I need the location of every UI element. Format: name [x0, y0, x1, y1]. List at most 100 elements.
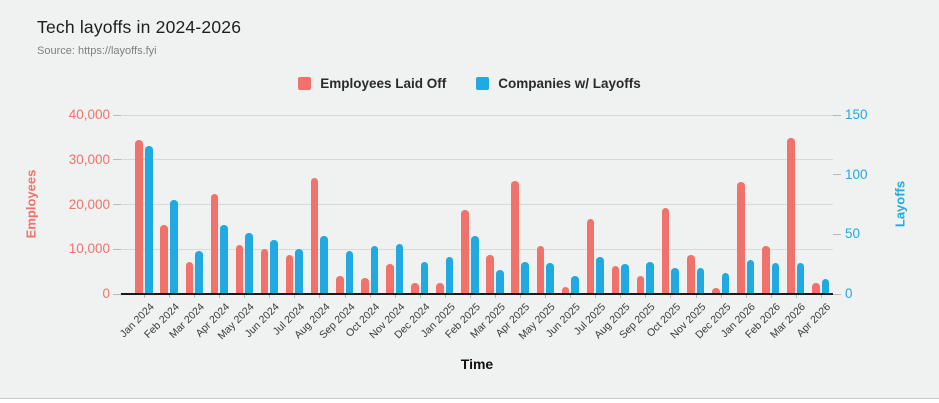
- bar-employees[interactable]: [260, 249, 269, 293]
- bar-companies[interactable]: [571, 276, 579, 293]
- bar-employees[interactable]: [636, 276, 645, 293]
- x-tick: [620, 295, 622, 298]
- bar-employees[interactable]: [762, 245, 770, 293]
- x-tick: [570, 295, 572, 298]
- bar-companies[interactable]: [821, 278, 830, 293]
- bar-employees[interactable]: [586, 218, 595, 293]
- gridline: [121, 114, 833, 116]
- bar-companies[interactable]: [320, 235, 329, 293]
- legend-item-employees[interactable]: Employees Laid Off: [298, 76, 446, 91]
- bar-employees[interactable]: [361, 278, 369, 293]
- bar-companies[interactable]: [445, 257, 454, 293]
- bar-employees[interactable]: [511, 180, 520, 293]
- bar-employees[interactable]: [386, 264, 394, 293]
- legend-swatch-companies-icon: [476, 77, 490, 90]
- bar-companies[interactable]: [145, 146, 153, 293]
- bar-companies[interactable]: [746, 259, 755, 293]
- bar-companies[interactable]: [470, 235, 479, 293]
- x-tick: [469, 295, 471, 298]
- y-tick-label-left: 40,000: [68, 107, 110, 122]
- x-axis-line: [121, 293, 833, 295]
- legend-label-employees: Employees Laid Off: [320, 76, 447, 91]
- x-tick: [820, 295, 822, 298]
- bar-employees[interactable]: [135, 139, 143, 293]
- legend-label-companies: Companies w/ Layoffs: [498, 76, 641, 91]
- bar-companies[interactable]: [395, 244, 404, 293]
- y-tick-label-right: 50: [845, 226, 861, 242]
- bar-companies[interactable]: [295, 248, 303, 293]
- y-tick-left: [113, 248, 121, 250]
- bar-employees[interactable]: [661, 207, 670, 293]
- y-tick-label-left: 0: [102, 286, 110, 301]
- legend-swatch-employees-icon: [298, 77, 312, 90]
- bar-employees[interactable]: [335, 276, 344, 293]
- x-tick: [394, 295, 396, 298]
- bar-employees[interactable]: [411, 282, 419, 293]
- y-axis-title-right: Layoffs: [892, 180, 908, 228]
- bar-companies[interactable]: [345, 251, 354, 293]
- y-tick-label-right: 0: [845, 286, 853, 301]
- bar-companies[interactable]: [170, 199, 178, 293]
- y-tick-label-left: 10,000: [68, 241, 110, 257]
- x-tick: [795, 295, 797, 298]
- x-tick: [319, 295, 321, 298]
- x-axis-title: Time: [460, 356, 494, 372]
- x-tick: [419, 295, 421, 298]
- bar-companies[interactable]: [671, 267, 680, 293]
- bar-companies[interactable]: [420, 261, 429, 293]
- bar-companies[interactable]: [220, 224, 228, 293]
- page-title: Tech layoffs in 2024-2026: [37, 17, 242, 37]
- x-tick: [244, 295, 246, 298]
- bar-employees[interactable]: [787, 138, 795, 293]
- bar-employees[interactable]: [486, 254, 494, 293]
- x-tick: [269, 295, 271, 298]
- bar-employees[interactable]: [461, 210, 469, 293]
- legend-item-companies[interactable]: Companies w/ Layoffs: [476, 76, 641, 91]
- bar-companies[interactable]: [796, 263, 805, 293]
- x-tick: [219, 295, 221, 298]
- bar-employees[interactable]: [210, 194, 219, 293]
- bar-employees[interactable]: [160, 224, 169, 293]
- bar-companies[interactable]: [771, 263, 780, 293]
- x-tick: [770, 295, 772, 298]
- bar-employees[interactable]: [737, 182, 745, 293]
- x-tick: [670, 295, 672, 298]
- bar-companies[interactable]: [596, 257, 604, 293]
- y-tick-label-right: 150: [845, 107, 868, 122]
- x-tick: [645, 295, 647, 298]
- bar-companies[interactable]: [195, 251, 203, 293]
- x-tick: [194, 295, 196, 298]
- bar-companies[interactable]: [245, 233, 253, 293]
- bar-employees[interactable]: [611, 265, 620, 293]
- y-tick-right: [833, 114, 841, 116]
- bar-companies[interactable]: [270, 240, 278, 293]
- y-tick-label-left: 30,000: [68, 151, 110, 167]
- bar-companies[interactable]: [370, 246, 379, 293]
- bar-employees[interactable]: [235, 245, 244, 293]
- legend: Employees Laid Off Companies w/ Layoffs: [0, 76, 939, 91]
- bar-companies[interactable]: [546, 263, 554, 293]
- x-tick: [695, 295, 697, 298]
- y-tick-left: [113, 293, 121, 295]
- bar-employees[interactable]: [436, 282, 444, 293]
- bar-employees[interactable]: [812, 283, 820, 293]
- y-tick-left: [113, 204, 121, 205]
- bar-companies[interactable]: [521, 261, 529, 293]
- bar-companies[interactable]: [621, 264, 629, 293]
- bar-employees[interactable]: [185, 262, 194, 293]
- bar-employees[interactable]: [712, 288, 720, 293]
- bar-employees[interactable]: [310, 177, 319, 293]
- x-tick: [745, 295, 747, 298]
- bar-companies[interactable]: [495, 270, 504, 293]
- bar-companies[interactable]: [721, 272, 730, 293]
- bar-employees[interactable]: [561, 287, 570, 293]
- bar-employees[interactable]: [686, 255, 695, 293]
- x-tick: [720, 295, 722, 298]
- x-tick: [545, 295, 547, 298]
- x-tick: [369, 295, 371, 298]
- bar-employees[interactable]: [285, 254, 294, 293]
- bar-companies[interactable]: [696, 267, 705, 293]
- bar-companies[interactable]: [646, 261, 654, 293]
- bar-employees[interactable]: [536, 246, 545, 293]
